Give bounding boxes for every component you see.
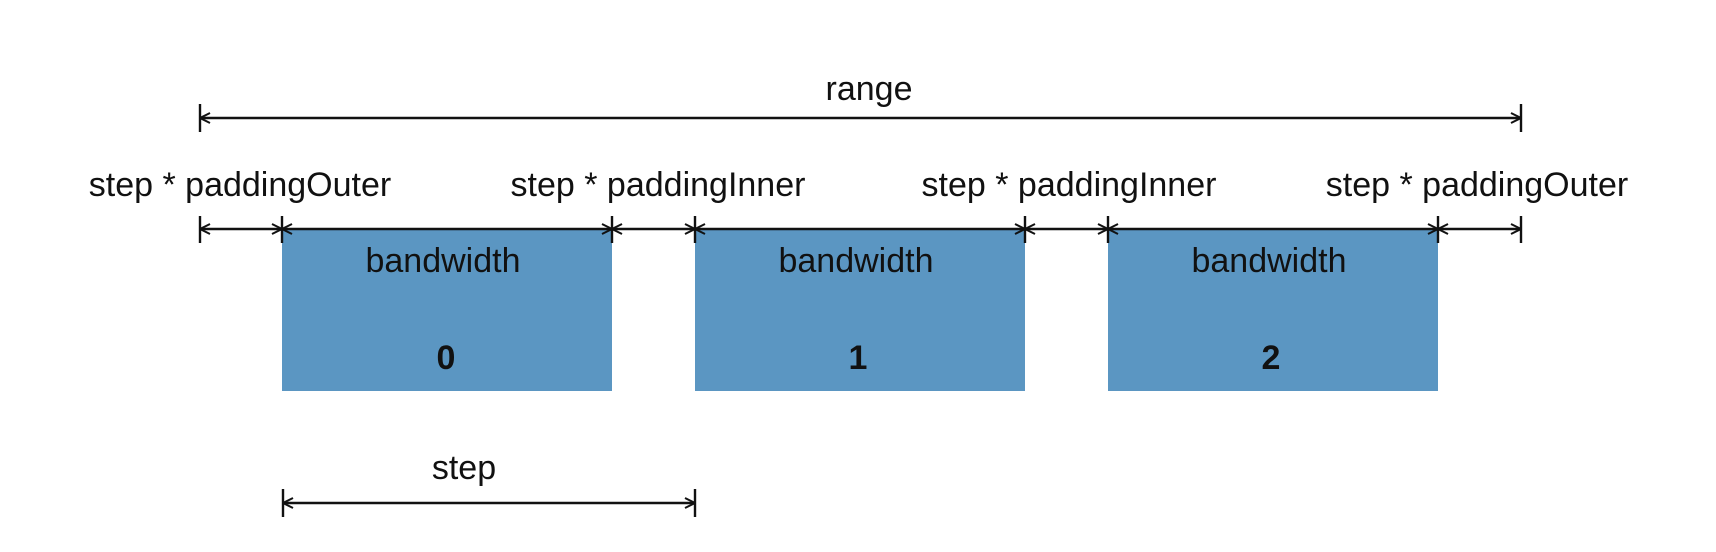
inner-padding-2-label: step * paddingInner — [922, 166, 1217, 204]
outer-padding-right-label: step * paddingOuter — [1326, 166, 1628, 204]
inner-padding-1-label: step * paddingInner — [511, 166, 806, 204]
band-2 — [1108, 230, 1438, 391]
band-0 — [282, 230, 612, 391]
band-0-index: 0 — [437, 339, 456, 377]
band-2-bandwidth-label: bandwidth — [1191, 242, 1346, 280]
segment-dimension-row — [198, 216, 1523, 243]
band-1-index: 1 — [849, 339, 868, 377]
band-0-bandwidth-label: bandwidth — [365, 242, 520, 280]
band-1 — [695, 230, 1025, 391]
band-1-bandwidth-label: bandwidth — [778, 242, 933, 280]
outer-padding-left-label: step * paddingOuter — [89, 166, 391, 204]
range-label: range — [826, 70, 913, 108]
band-2-index: 2 — [1262, 339, 1281, 377]
step-label: step — [432, 449, 496, 487]
